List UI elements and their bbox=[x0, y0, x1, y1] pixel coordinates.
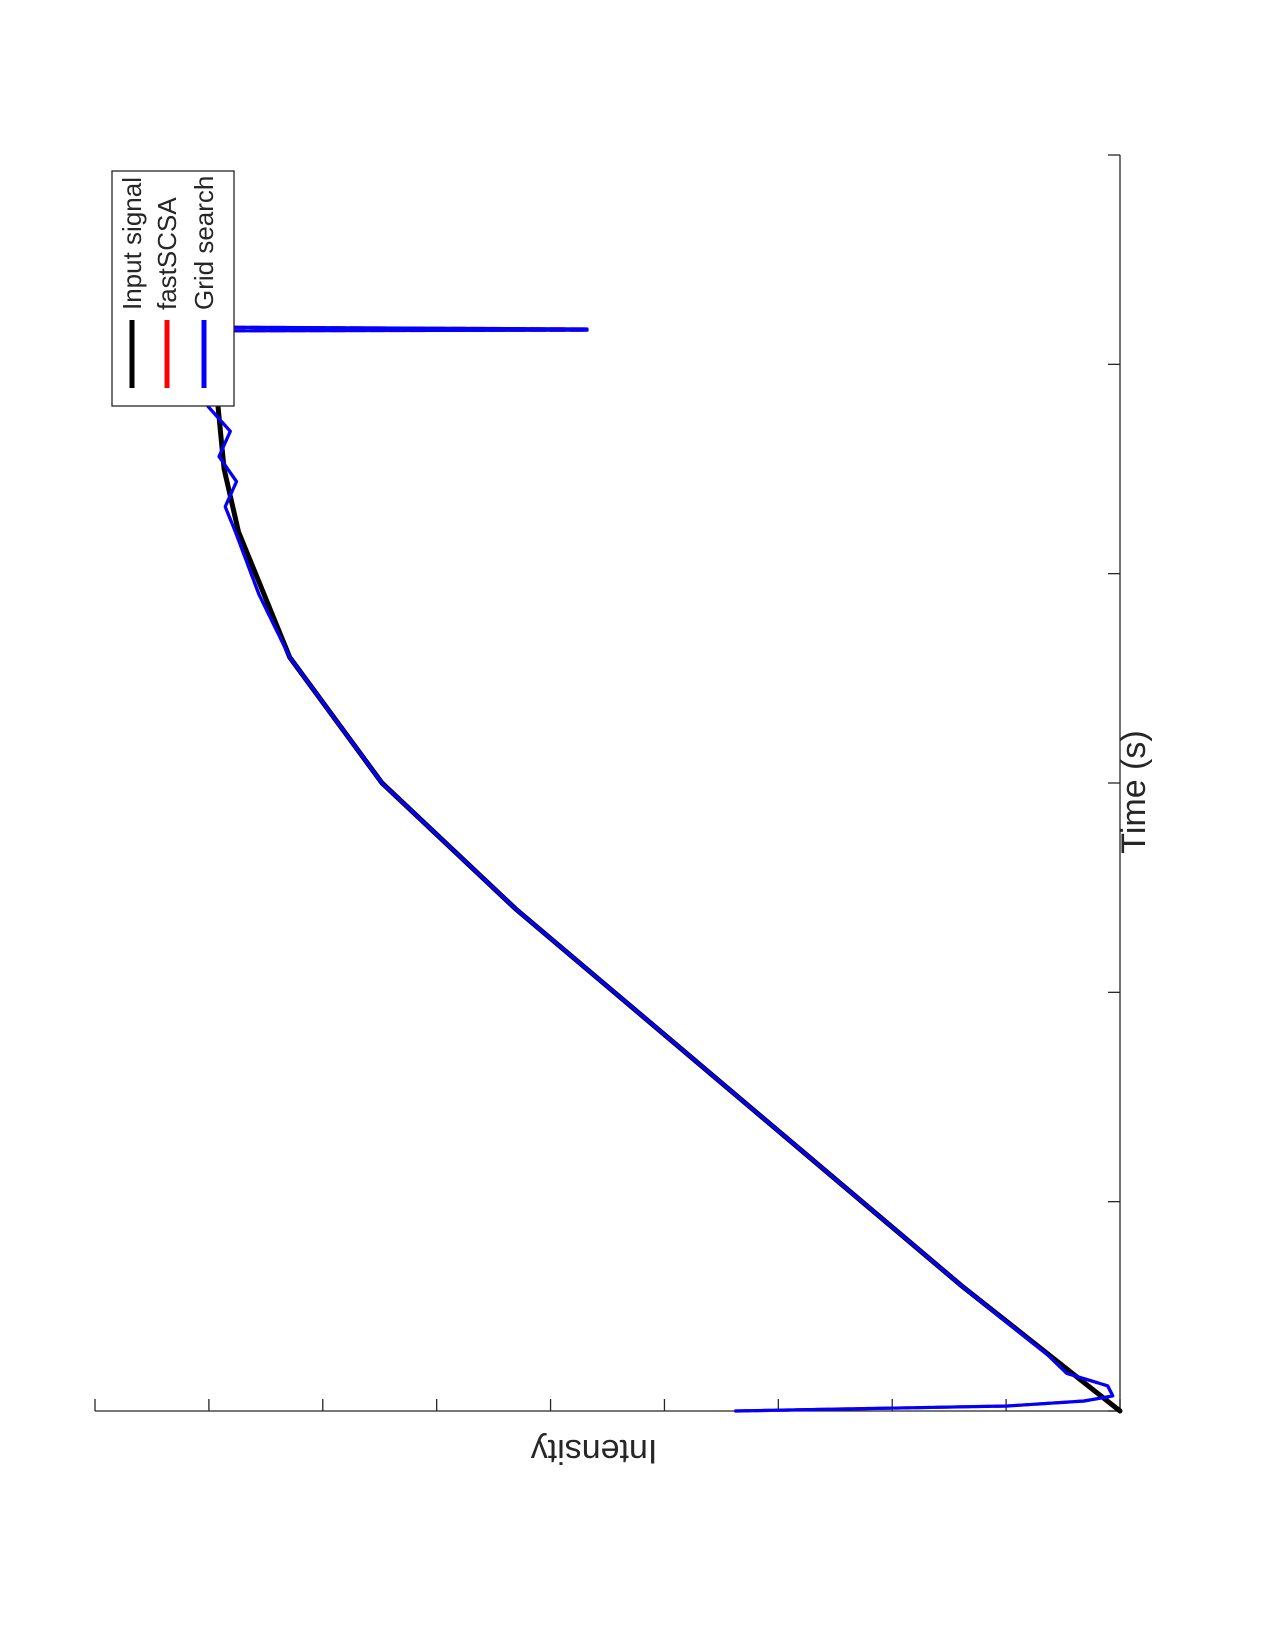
y-axis-ticks bbox=[94, 1399, 1121, 1411]
series-line-input-signal bbox=[210, 340, 1123, 1414]
legend-entries: Input signal fastSCSA Grid search bbox=[117, 176, 219, 388]
legend-label: Input signal bbox=[117, 177, 147, 310]
x-axis-ticks bbox=[1108, 154, 1120, 1412]
x-axis-label: Time (s) bbox=[1115, 730, 1153, 853]
legend: Input signal fastSCSA Grid search bbox=[111, 170, 235, 407]
series-line-grid-search bbox=[195, 325, 1115, 1413]
legend-label: fastSCSA bbox=[152, 197, 182, 310]
legend-label: Grid search bbox=[189, 176, 219, 310]
series-layer bbox=[195, 325, 1123, 1414]
series-line-fastscsa bbox=[195, 325, 1115, 1413]
y-axis-label: Intensity bbox=[531, 1432, 658, 1470]
